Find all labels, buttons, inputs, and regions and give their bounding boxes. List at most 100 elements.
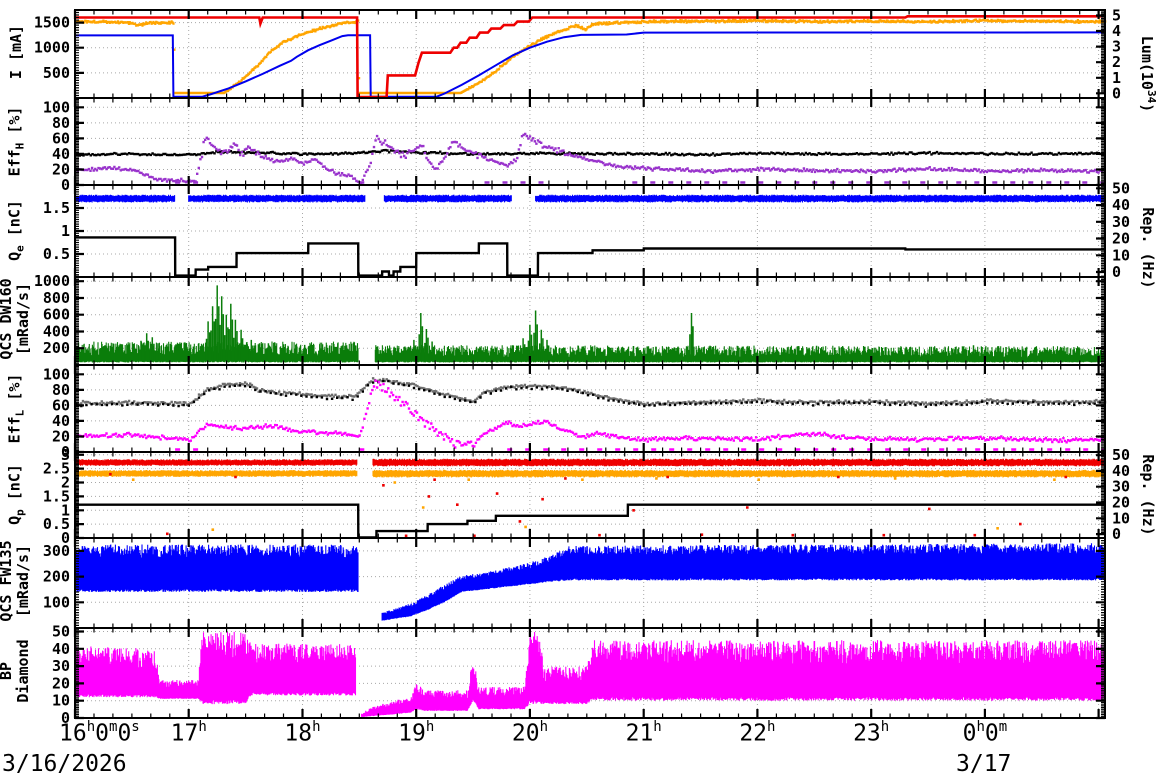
major-ticks-bp_diamond [73,628,1105,720]
rep-rate-p-series [75,503,1105,539]
y-tick-label-q_p: 3 [61,446,70,464]
y-tick-label-bp_diamond: 0 [61,709,70,727]
minor-ticks-eff_l [75,364,1105,452]
right-tick-label-q_e: 20 [1112,230,1130,248]
y-tick-label-q_p: 1.5 [43,487,70,505]
major-ticks-q_p [73,452,1105,540]
x-tick-label: 18h [284,719,321,747]
major-ticks-current [73,10,1105,98]
x-tick-label: 0h0m [962,719,1008,747]
date-label-right: 3/17 [956,751,1012,777]
right-tick-label-current: 0 [1112,84,1121,102]
bp-diamond-loss-series [74,631,1105,717]
y-tick-label-eff_l: 80 [52,381,70,399]
panel-qcs_fw: 100 200 300 [43,537,1106,629]
y-tick-label-eff_h: 20 [52,161,70,179]
y-axis-title-bp_diamond: Diamond [14,639,32,703]
minor-ticks-bp_diamond [75,627,1105,718]
x-tick-label: 19h [398,719,435,747]
major-ticks-eff_h [73,98,1105,187]
right-tick-label-q_p: 0 [1112,525,1121,543]
y-tick-label-eff_l: 40 [52,412,70,430]
eff-l-gray-series [75,377,1107,407]
minor-ticks-qcs_fw [75,537,1105,629]
y-tick-label-eff_h: 60 [52,129,70,147]
eff-h-purple-series [75,132,1106,185]
y-tick-label-qcs_fw: 200 [43,568,70,586]
qe-charge-series [74,194,1105,203]
y-tick-label-eff_l: 60 [52,396,70,414]
major-ticks-q_e [73,185,1105,277]
right-tick-label-current: 5 [1112,7,1121,25]
y-tick-label-current: 1500 [34,14,70,32]
y-tick-label-q_e: 1 [61,222,70,240]
right-tick-label-current: 2 [1112,53,1121,71]
y-tick-label-qcs_fw: 100 [43,593,70,611]
y-tick-label-eff_h: 80 [52,114,70,132]
qcs-dw-spikes-series [138,285,976,360]
y-tick-label-qcs_fw: 300 [43,542,70,560]
gridlines-eff_h [75,98,1105,185]
x-tick-label: 21h [625,719,662,747]
qp-outliers-red-series [109,472,1068,538]
x-tick-label: 16h0m0s [59,719,140,747]
y-tick-label-bp_diamond: 10 [52,692,70,710]
y-tick-label-q_p: 2 [61,474,70,492]
right-tick-label-q_p: 20 [1112,494,1130,512]
y-axis-title-bp_diamond: BP [0,661,15,681]
y-tick-label-bp_diamond: 20 [52,674,70,692]
y-tick-label-qcs_dw: 800 [43,289,70,307]
date-label-left: 3/16/2026 [2,751,127,777]
y-tick-label-qcs_dw: 1000 [34,272,70,290]
y-tick-label-q_e: 1.5 [43,199,70,217]
right-tick-label-current: 3 [1112,38,1121,56]
qcs-fw-loss-series [74,543,1105,621]
right-tick-label-q_e: 50 [1112,179,1130,197]
gridlines-q_e [75,185,1105,277]
her-current-series [75,31,1105,98]
panel-frame-eff_l [74,364,1106,453]
y-tick-label-eff_h: 100 [43,98,70,116]
y-tick-label-eff_l: 100 [43,365,70,383]
y-tick-label-current: 500 [43,64,70,82]
y-tick-label-eff_h: 0 [61,176,70,194]
minor-ticks-q_p [75,451,1105,538]
y-tick-label-qcs_dw: 600 [43,306,70,324]
ler-current-series [75,15,1105,99]
y-tick-label-q_p: 1 [61,501,70,519]
right-tick-label-q_e: 40 [1112,196,1130,214]
luminosity-series [75,18,1107,95]
x-tick-label: 22h [739,719,776,747]
right-tick-label-q_e: 10 [1112,246,1130,264]
y-tick-label-q_p: 2.5 [43,460,70,478]
y-tick-label-q_p: 0.5 [43,515,70,533]
y-tick-label-bp_diamond: 40 [52,640,70,658]
right-axis-title-q_p: Rep. (Hz) [1139,454,1157,536]
qp-charge-orange-series [74,469,1105,478]
right-tick-label-q_p: 40 [1112,462,1130,480]
y-tick-label-eff_l: 20 [52,428,70,446]
y-tick-label-eff_h: 40 [52,145,70,163]
qp-outliers-orange-series [131,477,1056,531]
minor-ticks-q_e [75,184,1105,278]
right-tick-label-current: 4 [1112,22,1121,40]
y-tick-label-current: 1000 [34,39,70,57]
gridlines-eff_l [75,365,1105,452]
x-tick-label: 23h [853,719,890,747]
right-tick-label-q_p: 50 [1112,446,1130,464]
major-ticks-eff_l [73,365,1105,454]
y-tick-label-bp_diamond: 30 [52,657,70,675]
y-tick-label-eff_l: 0 [61,443,70,461]
minor-ticks-current [75,9,1105,99]
right-tick-label-q_p: 30 [1112,478,1130,496]
gridlines-qcs_dw [75,277,1105,365]
y-tick-label-qcs_dw: 400 [43,323,70,341]
